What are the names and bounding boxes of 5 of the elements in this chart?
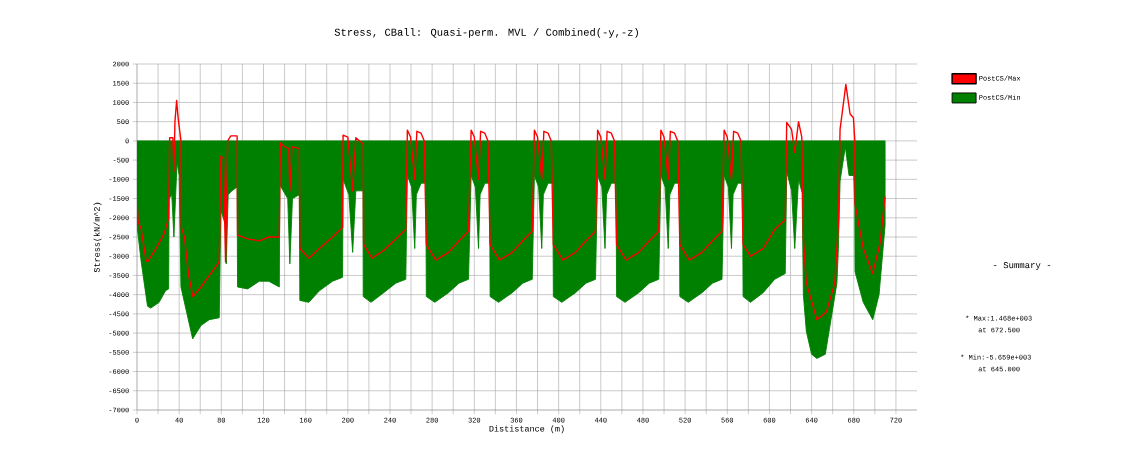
chart-title: Stress, CBall: Quasi-perm. MVL / Combined(-y,-z) (334, 28, 638, 38)
y-axis-title: Stress(kN/m^2) (93, 202, 102, 273)
line-series (137, 83, 886, 321)
x-axis-title: Dististance (m) (489, 425, 564, 434)
text: - Summary - (993, 262, 1051, 270)
